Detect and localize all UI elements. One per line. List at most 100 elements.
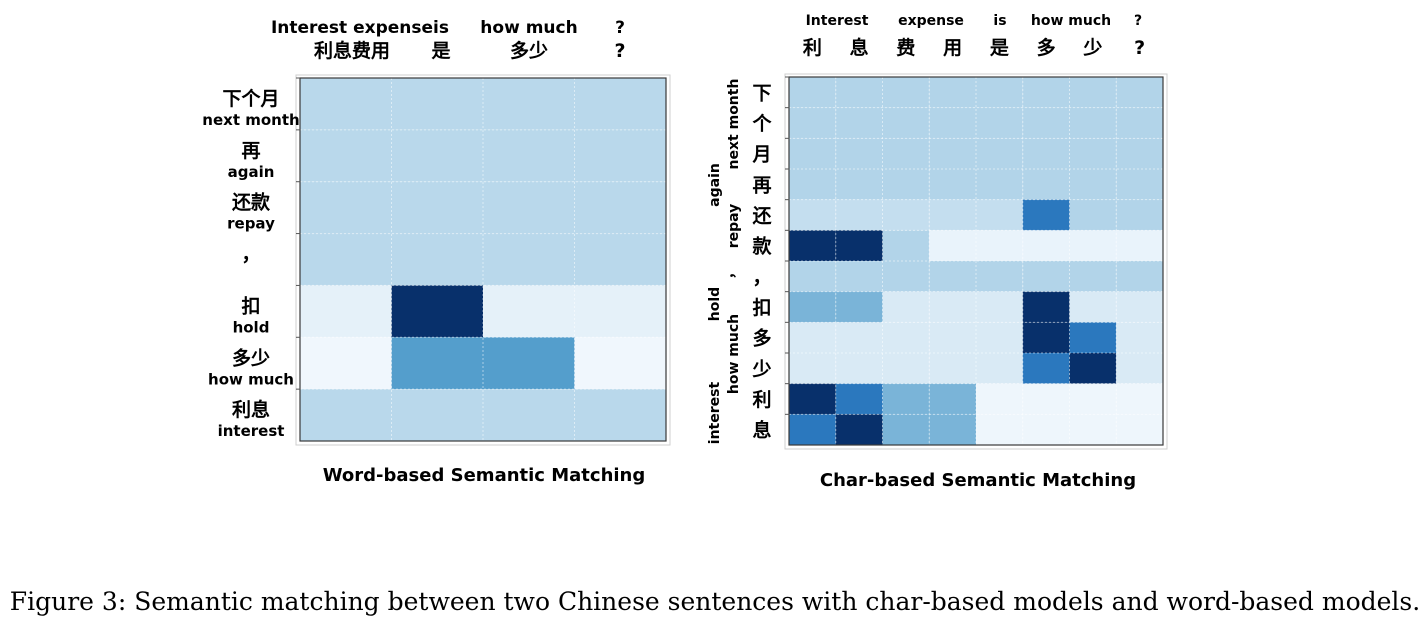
heatmap-cell bbox=[976, 199, 1023, 231]
heatmap-cell bbox=[976, 414, 1023, 445]
word-chart-title: Word-based Semantic Matching bbox=[323, 465, 646, 486]
heatmap-cell bbox=[789, 169, 836, 200]
heatmap-cell bbox=[391, 78, 483, 130]
heatmap-cell bbox=[835, 230, 883, 261]
heatmap-cell bbox=[976, 169, 1023, 200]
heatmap-cell bbox=[789, 107, 836, 139]
heatmap-cell bbox=[882, 353, 930, 384]
col-group-label: how much bbox=[1031, 13, 1111, 29]
heatmap-cell bbox=[882, 383, 930, 415]
row-group-label: hold bbox=[707, 287, 723, 321]
heatmap-cell bbox=[1022, 138, 1070, 169]
row-label-cn: 扣 bbox=[752, 296, 771, 319]
heatmap-cell bbox=[574, 337, 666, 390]
heatmap-cell bbox=[929, 261, 976, 292]
heatmap-cell bbox=[574, 389, 666, 441]
heatmap-cell bbox=[976, 383, 1023, 415]
row-label-cn: 下 bbox=[752, 82, 771, 104]
word-heatmap-frame bbox=[295, 74, 671, 446]
heatmap-cell bbox=[929, 77, 976, 108]
heatmap-cell bbox=[882, 107, 930, 139]
heatmap-cell bbox=[1116, 383, 1163, 415]
heatmap-cell bbox=[1022, 169, 1070, 200]
heatmap-cell bbox=[882, 261, 930, 292]
heatmap-cell bbox=[1116, 77, 1163, 108]
heatmap-cell bbox=[1116, 322, 1163, 353]
heatmap-cell bbox=[1069, 353, 1117, 384]
heatmap-cell bbox=[1069, 107, 1117, 139]
row-label-cn: 利 bbox=[752, 389, 771, 411]
heatmap-cell bbox=[1069, 322, 1117, 353]
heatmap-cell bbox=[1116, 353, 1163, 384]
row-group-label: interest bbox=[707, 382, 723, 445]
heatmap-cell bbox=[789, 138, 836, 169]
heatmap-cell bbox=[1022, 230, 1070, 261]
heatmap-cell bbox=[835, 353, 883, 384]
col-label-cn: 息 bbox=[850, 36, 869, 59]
col-label-cn: 用 bbox=[943, 37, 962, 59]
heatmap-cell bbox=[300, 78, 392, 130]
heatmap-cell bbox=[789, 230, 836, 261]
heatmap-cell bbox=[483, 233, 575, 286]
heatmap-cell bbox=[1116, 138, 1163, 169]
row-label-cn: 多 bbox=[752, 327, 771, 350]
heatmap-cell bbox=[574, 233, 666, 286]
heatmap-cell bbox=[789, 199, 836, 231]
heatmap-cell bbox=[789, 383, 836, 415]
heatmap-cell bbox=[483, 129, 575, 182]
col-group-label: Interest bbox=[806, 13, 869, 29]
heatmap-cell bbox=[1022, 77, 1070, 108]
col-label-en: ? bbox=[615, 18, 625, 38]
heatmap-cell bbox=[300, 389, 392, 441]
heatmap-cell bbox=[882, 322, 930, 353]
heatmap-cell bbox=[929, 322, 976, 353]
row-label-cn: 款 bbox=[752, 235, 772, 258]
heatmap-cell bbox=[835, 414, 883, 445]
heatmap-cell bbox=[483, 337, 575, 390]
heatmap-cell bbox=[1022, 414, 1070, 445]
row-label-cn: 再 bbox=[752, 174, 771, 196]
heatmap-cell bbox=[882, 77, 930, 108]
heatmap-cell bbox=[882, 138, 930, 169]
heatmap-cell bbox=[483, 78, 575, 130]
heatmap-cell bbox=[391, 337, 483, 390]
row-label-en: repay bbox=[227, 215, 275, 233]
heatmap-cell bbox=[929, 199, 976, 231]
heatmap-cell bbox=[300, 285, 392, 338]
heatmap-cell bbox=[882, 169, 930, 200]
heatmap-cell bbox=[929, 138, 976, 169]
col-label-cn: 利息费用 bbox=[314, 39, 390, 62]
heatmap-cell bbox=[1069, 291, 1117, 323]
heatmap-cell bbox=[1022, 322, 1070, 353]
row-label-en: how much bbox=[208, 370, 294, 388]
col-label-cn: 是 bbox=[990, 37, 1009, 59]
figure-caption: Figure 3: Semantic matching between two … bbox=[10, 587, 1420, 616]
heatmap-cell bbox=[1022, 261, 1070, 292]
heatmap-cell bbox=[976, 230, 1023, 261]
heatmap-cell bbox=[835, 77, 883, 108]
heatmap-cell bbox=[391, 233, 483, 286]
heatmap-cell bbox=[1069, 77, 1117, 108]
heatmap-cell bbox=[835, 199, 883, 231]
row-label-cn: 还 bbox=[751, 205, 772, 227]
char-chart-title: Char-based Semantic Matching bbox=[820, 470, 1136, 491]
row-label-en: again bbox=[228, 163, 275, 181]
row-label-cn: ， bbox=[241, 244, 260, 266]
heatmap-cell bbox=[1116, 107, 1163, 139]
heatmap-cell bbox=[1116, 261, 1163, 292]
heatmap-cell bbox=[1022, 383, 1070, 415]
heatmap-cell bbox=[929, 291, 976, 323]
row-label-en: interest bbox=[218, 422, 285, 440]
heatmap-cell bbox=[789, 291, 836, 323]
heatmap-cell bbox=[1069, 261, 1117, 292]
word-heatmap-border bbox=[299, 77, 667, 442]
row-group-label: how much bbox=[726, 314, 742, 394]
row-label-cn: 下个月 bbox=[222, 88, 279, 110]
heatmap-cell bbox=[1069, 230, 1117, 261]
col-label-cn: 是 bbox=[431, 40, 450, 62]
col-label-cn: 费 bbox=[896, 37, 915, 59]
heatmap-cell bbox=[835, 107, 883, 139]
col-label-cn: ? bbox=[1134, 37, 1145, 59]
